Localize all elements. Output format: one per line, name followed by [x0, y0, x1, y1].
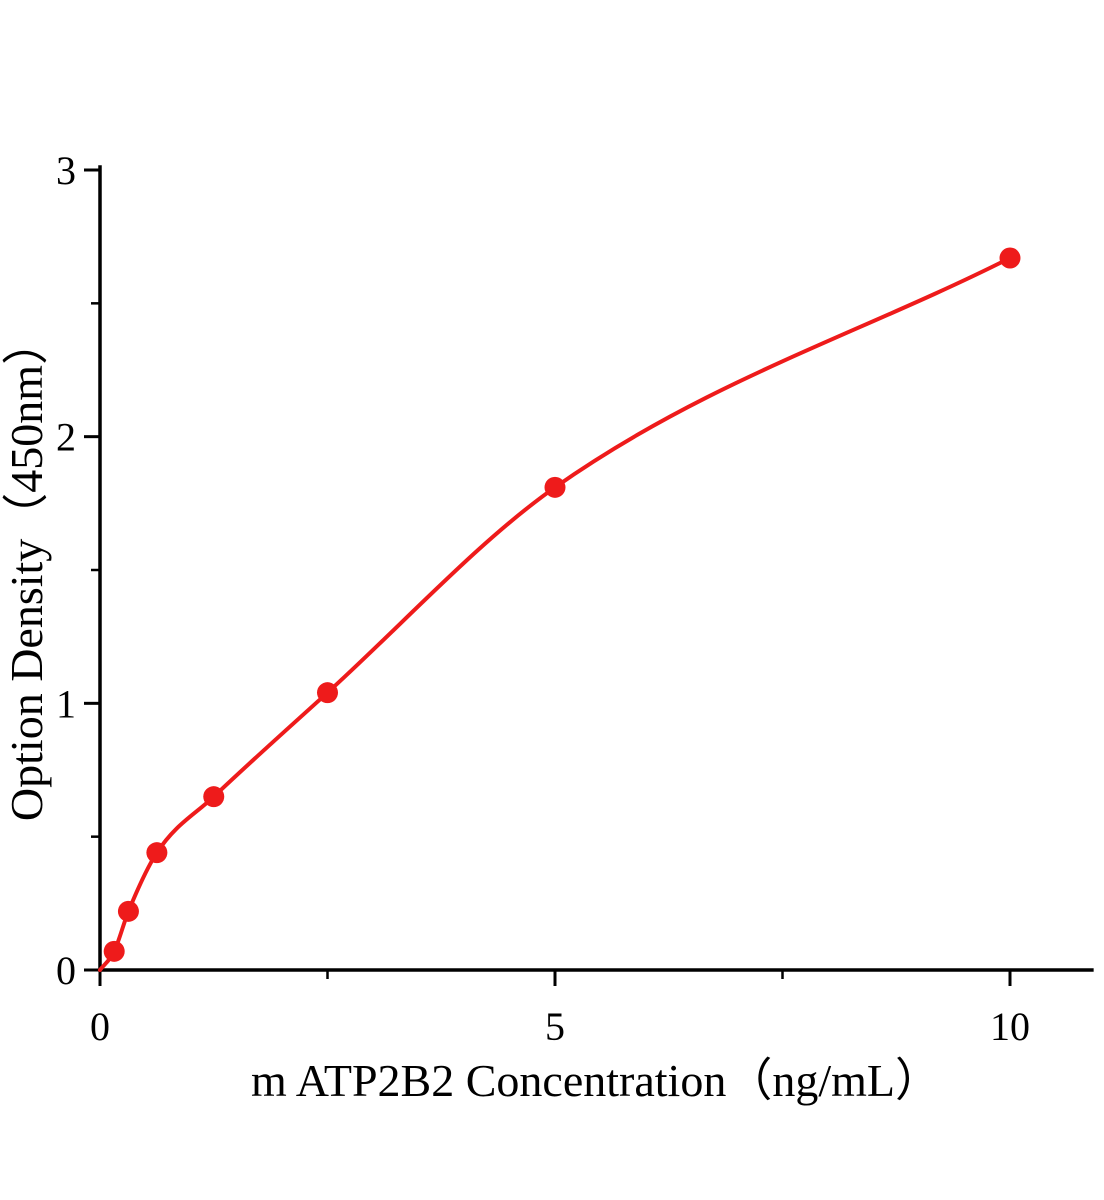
chart-generated-layer: 0 5 10 0 1 2 3	[56, 148, 1094, 1049]
x-tick-label: 5	[545, 1004, 565, 1049]
fit-curve	[98, 256, 1012, 972]
axis-lines	[98, 165, 1094, 972]
x-tick-label: 10	[990, 1004, 1030, 1049]
data-point	[203, 786, 225, 808]
data-point	[146, 842, 168, 864]
data-point	[317, 682, 338, 704]
y-axis-title: Option Density（450nm）	[1, 319, 52, 821]
data-point	[103, 940, 125, 962]
y-tick-label: 0	[56, 948, 76, 993]
y-tick-label: 2	[56, 415, 76, 460]
x-tick-label: 0	[90, 1004, 110, 1049]
data-point	[544, 476, 566, 498]
y-tick-label: 1	[56, 681, 76, 726]
data-point	[999, 247, 1021, 269]
x-axis-title: m ATP2B2 Concentration（ng/mL）	[251, 1055, 941, 1106]
y-tick-label: 3	[56, 148, 76, 193]
data-point	[117, 900, 139, 922]
